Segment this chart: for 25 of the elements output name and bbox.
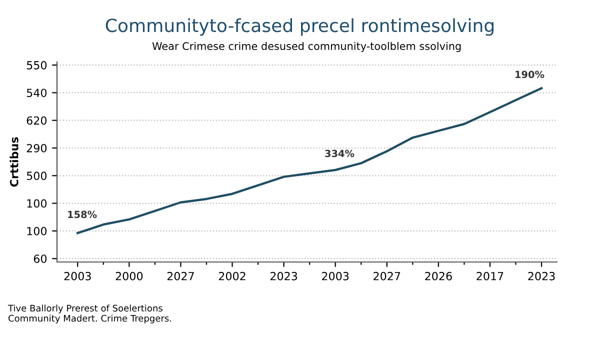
annotation: 334% [325, 150, 354, 158]
x-tick-label: 2027 [167, 272, 194, 280]
text: 500 [26, 172, 47, 180]
text: 550 [26, 61, 47, 70]
x-tick-label: 2002 [218, 272, 246, 280]
y-axis-title: Crttibus [10, 137, 18, 187]
x-tick-label: 2026 [425, 272, 452, 280]
text: 60 [34, 254, 47, 263]
text: 100 [27, 199, 47, 208]
x-tick-label: 2023 [528, 272, 555, 280]
x-tick-label: 2023 [270, 272, 298, 280]
x-tick-label: 2000 [116, 272, 143, 280]
chart-subtitle: Wear Crimese crime desused community-toolblem ssolving [152, 42, 461, 52]
x-tick-label: 2017 [476, 272, 504, 280]
chart-title: Communityto-fcased precel rontimesolving [106, 18, 494, 36]
x-tick-label: 2003 [64, 272, 91, 280]
text: 190% [516, 70, 544, 78]
text: 540 [26, 88, 47, 98]
x-tick-label: 2027 [374, 272, 400, 280]
text: Tive Ballorly Prerest of Soelertions Community Madert. Crime Trepgers. [8, 304, 172, 324]
text: 290 [26, 144, 47, 152]
text: 620 [26, 116, 47, 125]
x-tick-label: 2003 [322, 272, 349, 280]
text: 100 [27, 226, 47, 236]
annotation: 158% [68, 210, 97, 218]
